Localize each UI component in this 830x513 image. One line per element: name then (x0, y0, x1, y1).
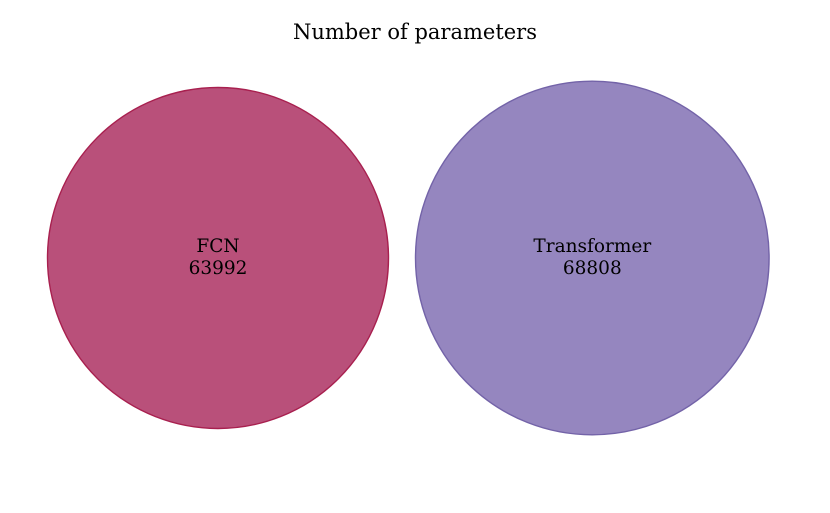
set-value-fcn: 63992 (189, 258, 248, 279)
set-value-transformer: 68808 (563, 258, 622, 279)
chart-title: Number of parameters (293, 20, 537, 44)
set-label-fcn: FCN (196, 236, 239, 257)
set-circle-transformer (414, 80, 770, 436)
set-label-transformer: Transformer (533, 236, 651, 257)
set-circle-fcn (46, 86, 390, 430)
